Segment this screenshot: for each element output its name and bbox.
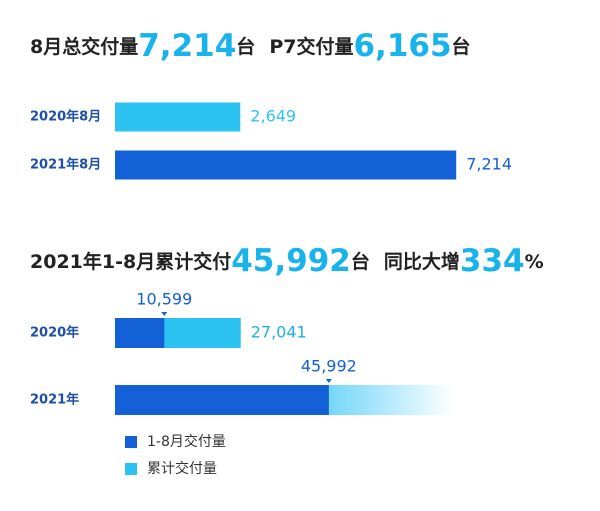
- title-text: 2021年1-8月累计交付: [30, 250, 231, 273]
- title-text: 同比大增: [384, 250, 460, 273]
- title-text: %: [525, 251, 544, 273]
- bar: [115, 318, 165, 348]
- legend-swatch: [125, 463, 137, 475]
- legend-label: 累计交付量: [147, 460, 217, 477]
- label-pointer: [161, 312, 168, 316]
- category-label: 2020年8月: [30, 109, 101, 125]
- title-number: 45,992: [231, 243, 351, 279]
- bar: [115, 102, 241, 132]
- value-label: 27,041: [251, 323, 307, 342]
- title-text: P7交付量: [269, 35, 353, 58]
- category-label: 2021年: [30, 392, 79, 408]
- legend-label: 1-8月交付量: [147, 433, 226, 450]
- label-pointer: [325, 379, 332, 383]
- title-text: 台: [452, 35, 471, 58]
- bar: [115, 385, 329, 415]
- title-number: 6,165: [353, 28, 451, 64]
- title-text: 台: [236, 35, 255, 58]
- title-number: 334: [460, 243, 525, 279]
- title-number: 7,214: [138, 28, 236, 64]
- category-label: 2020年: [30, 325, 79, 341]
- value-label: 2,649: [250, 107, 296, 126]
- legend-swatch: [125, 436, 137, 448]
- category-label: 2021年8月: [30, 157, 101, 173]
- title-text: 8月总交付量: [30, 35, 138, 58]
- title-text: 台: [351, 250, 370, 273]
- value-label: 10,599: [136, 290, 192, 309]
- bar: [115, 150, 457, 180]
- value-label: 45,992: [301, 357, 357, 376]
- value-label: 7,214: [466, 155, 512, 174]
- chart-title: 8月总交付量7,214台 P7交付量6,165台: [30, 28, 471, 64]
- chart-title: 2021年1-8月累计交付45,992台 同比大增334%: [30, 243, 544, 279]
